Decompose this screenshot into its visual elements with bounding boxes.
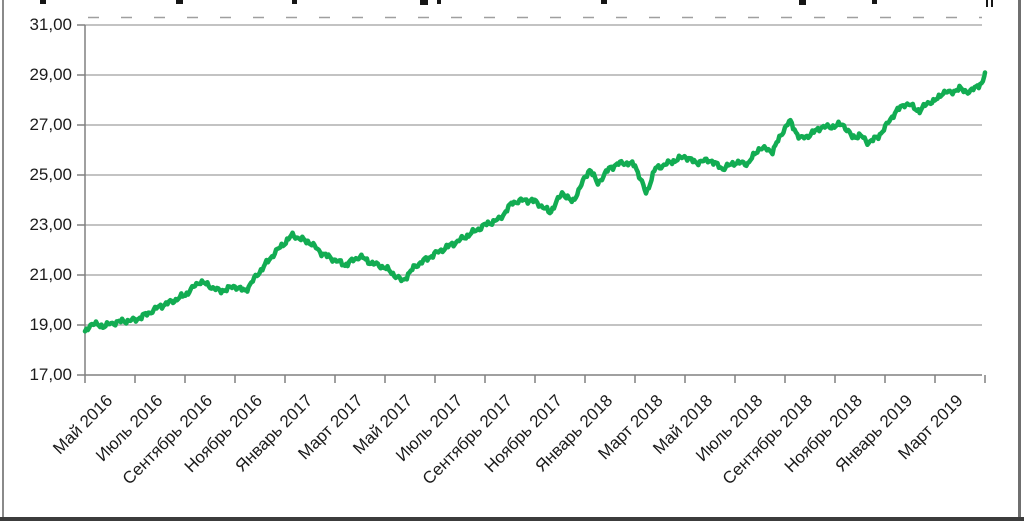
cropped-text-fragment	[40, 0, 46, 4]
cropped-text-fragment	[799, 0, 806, 5]
y-axis-tick-label: 19,00	[29, 315, 72, 334]
y-axis-tick-label: 25,00	[29, 165, 72, 184]
y-axis-tick-label: 21,00	[29, 265, 72, 284]
cropped-text-fragment	[292, 0, 297, 4]
y-axis-tick-label: 23,00	[29, 215, 72, 234]
y-axis-tick-label: 29,00	[29, 65, 72, 84]
y-axis-tick-label: 27,00	[29, 115, 72, 134]
cropped-text-fragment	[601, 0, 607, 4]
cropped-text-fragment	[420, 0, 428, 5]
cropped-paragraph-mark	[991, 0, 993, 7]
cropped-text-fragment	[437, 0, 441, 4]
page-border-left	[2, 0, 4, 519]
cropped-paragraph-mark	[986, 0, 988, 7]
page-border-right	[1018, 0, 1021, 519]
page-border-bottom	[0, 517, 1024, 521]
cropped-text-fragment	[872, 0, 877, 4]
series-line	[82, 70, 988, 334]
y-axis-tick-label: 31,00	[29, 15, 72, 34]
cropped-text-fragment	[176, 0, 183, 4]
y-axis-tick-label: 17,00	[29, 365, 72, 384]
